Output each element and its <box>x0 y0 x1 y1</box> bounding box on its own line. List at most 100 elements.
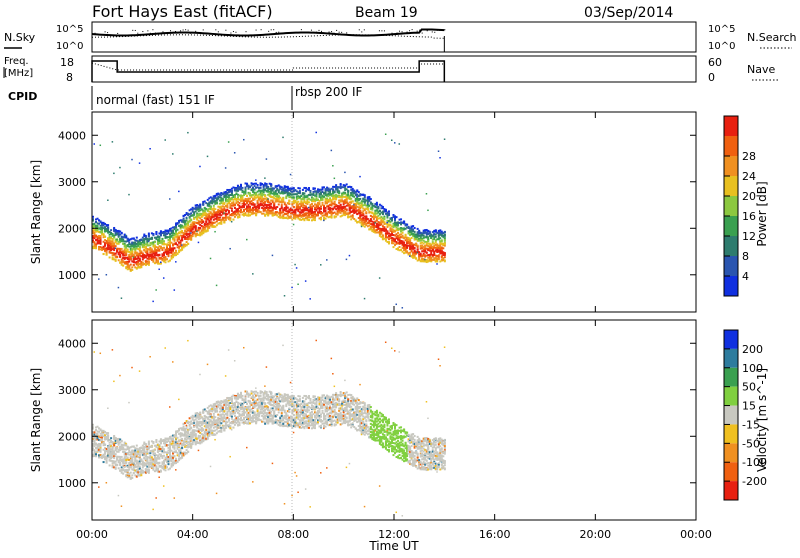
power-noise-point <box>228 141 230 143</box>
velocity-noise-point <box>131 367 133 369</box>
power-noise-point <box>258 190 260 192</box>
power-noise-point <box>106 274 108 276</box>
power-point <box>293 206 295 208</box>
power-point <box>100 242 102 244</box>
cpid-label: CPID <box>8 90 37 103</box>
power-point <box>241 187 243 189</box>
power-noise-point <box>216 285 218 287</box>
power-noise-point <box>174 289 176 291</box>
power-point <box>131 269 133 271</box>
power-point <box>190 219 192 221</box>
power-point <box>430 237 432 239</box>
power-noise-point <box>198 242 200 244</box>
velocity-point <box>121 440 123 442</box>
power-point <box>249 192 251 194</box>
power-point <box>118 259 120 261</box>
cpid-segment-rbsp: rbsp 200 IF <box>295 85 362 99</box>
power-noise-point <box>266 158 268 160</box>
power-point <box>128 261 130 263</box>
power-noise-point <box>391 140 393 142</box>
noise-scatter <box>215 29 216 30</box>
freq-right-tick-bottom: 0 <box>708 71 715 84</box>
power-point <box>154 241 156 243</box>
power-point <box>158 238 160 240</box>
noise-scatter <box>339 32 340 33</box>
power-point <box>287 207 289 209</box>
velocity-point <box>130 466 132 468</box>
power-point <box>220 223 222 225</box>
power-point <box>131 266 133 268</box>
power-point <box>412 225 414 227</box>
power-point <box>163 247 165 249</box>
power-point <box>364 196 366 198</box>
power-point <box>260 211 262 213</box>
power-point <box>234 216 236 218</box>
power-point <box>257 184 259 186</box>
noise-right-tick-top: 10^5 <box>708 24 735 35</box>
noise-scatter <box>180 30 181 31</box>
power-point <box>444 231 446 233</box>
power-point <box>308 201 310 203</box>
power-point <box>110 229 112 231</box>
power-noise-point <box>385 134 387 136</box>
power-point <box>439 237 441 239</box>
power-point <box>245 190 247 192</box>
noise-scatter <box>341 32 342 33</box>
y-tick-label: 3000 <box>58 176 86 189</box>
power-noise-point <box>427 210 429 212</box>
power-point <box>181 249 183 251</box>
power-noise-point <box>163 277 165 279</box>
velocity-point <box>109 464 111 466</box>
noise-scatter <box>261 29 262 30</box>
power-point <box>300 195 302 197</box>
power-noise-point <box>112 141 114 143</box>
power-noise-point <box>424 259 426 261</box>
noise-scatter <box>246 31 247 32</box>
power-point <box>294 218 296 220</box>
power-point <box>320 208 322 210</box>
noise-scatter <box>422 33 423 34</box>
power-noise-point <box>148 241 150 243</box>
power-point <box>353 196 355 198</box>
power-point <box>302 189 304 191</box>
power-point <box>444 259 446 261</box>
power-point <box>315 210 317 212</box>
power-point <box>335 184 337 186</box>
cpid-segment-normal: normal (fast) 151 IF <box>96 93 215 107</box>
power-point <box>346 209 348 211</box>
velocity-point <box>131 459 133 461</box>
power-point <box>95 245 97 247</box>
power-point <box>181 230 183 232</box>
velocity-noise-point <box>98 486 100 488</box>
power-noise-point <box>439 157 441 159</box>
power-noise-point <box>172 153 174 155</box>
power-point <box>158 254 160 256</box>
noise-scatter <box>117 33 118 34</box>
power-noise-point <box>309 298 311 300</box>
power-point <box>435 236 437 238</box>
power-point <box>352 201 354 203</box>
power-point <box>299 187 301 189</box>
power-point <box>340 212 342 214</box>
power-point <box>386 217 388 219</box>
velocity-point <box>101 438 103 440</box>
power-point <box>100 237 102 239</box>
power-point <box>214 208 216 210</box>
power-point <box>254 203 256 205</box>
colorbar-tick-label: 12 <box>742 230 756 243</box>
power-point <box>441 239 443 241</box>
power-point <box>368 196 370 198</box>
power-noise-point <box>207 156 209 158</box>
power-point <box>338 192 340 194</box>
power-noise-point <box>346 259 348 261</box>
power-point <box>219 217 221 219</box>
power-point <box>319 203 321 205</box>
power-point <box>297 201 299 203</box>
y-tick-label: 4000 <box>58 129 86 142</box>
power-point <box>166 258 168 260</box>
power-point <box>187 243 189 245</box>
power-point <box>234 195 236 197</box>
power-point <box>355 208 357 210</box>
power-point <box>322 202 324 204</box>
